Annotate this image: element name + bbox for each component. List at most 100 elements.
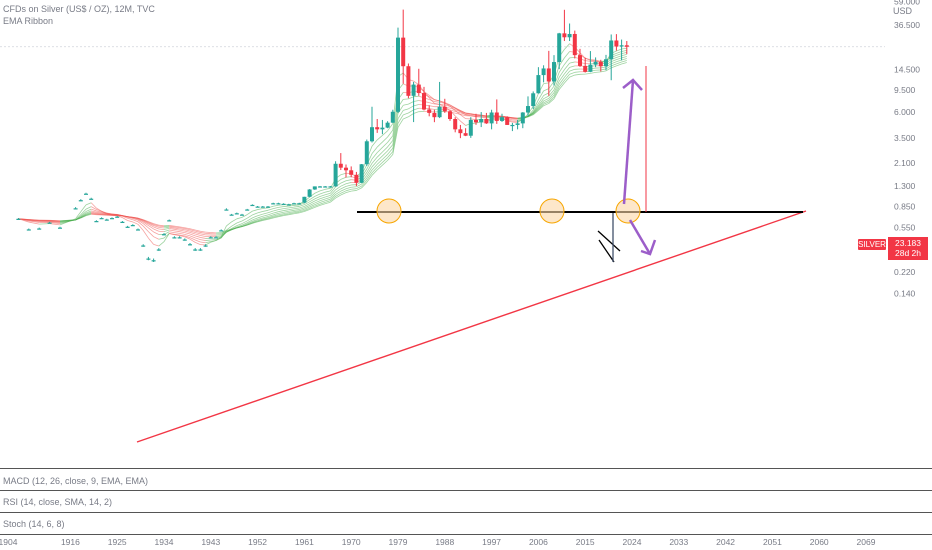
- ema-ribbon-line: [184, 236, 191, 240]
- candle-body: [338, 163, 343, 168]
- ema-ribbon-line: [80, 212, 87, 218]
- rsi-pane-label[interactable]: RSI (14, close, SMA, 14, 2): [3, 497, 113, 507]
- ema-ribbon-line: [96, 212, 102, 214]
- ema-ribbon-line: [309, 206, 315, 210]
- candle-body: [266, 206, 270, 208]
- ema-ribbon-line: [413, 104, 419, 107]
- down-arrow: [628, 219, 652, 255]
- ema-ribbon-line: [267, 210, 274, 214]
- ema-ribbon-line: [371, 156, 378, 164]
- candle-body: [276, 203, 281, 205]
- candle: [416, 68, 421, 96]
- ema-ribbon-line: [314, 193, 321, 197]
- ema-ribbon-line: [122, 217, 128, 221]
- ema-ribbon-line: [330, 186, 336, 194]
- ema-ribbon-line: [205, 241, 211, 244]
- candle-body: [541, 68, 546, 76]
- ema-ribbon-line: [538, 104, 544, 110]
- ema-ribbon-line: [262, 209, 269, 212]
- top-circle: [539, 198, 565, 224]
- ema-ribbon-line: [153, 236, 159, 240]
- ema-ribbon-line: [309, 200, 315, 205]
- ema-ribbon-line: [200, 232, 206, 234]
- candle-body: [510, 124, 515, 127]
- candle-body: [598, 61, 603, 67]
- ema-ribbon-line: [403, 108, 409, 111]
- ema-ribbon-line: [252, 220, 258, 223]
- candle-body: [333, 163, 338, 187]
- ema-ribbon-line: [127, 216, 133, 219]
- ema-ribbon-line: [142, 223, 149, 229]
- ema-ribbon-line: [257, 213, 263, 217]
- ema-ribbon-line: [195, 229, 201, 232]
- macd-pane-label[interactable]: MACD (12, 26, close, 9, EMA, EMA): [3, 476, 149, 486]
- ema-ribbon-line: [548, 94, 555, 101]
- candle-body: [614, 40, 619, 47]
- ema-ribbon-line: [460, 112, 466, 115]
- ema-ribbon-line: [455, 112, 461, 115]
- candle: [130, 224, 135, 227]
- ema-ribbon-line: [174, 234, 180, 236]
- candle: [406, 63, 411, 99]
- ema-ribbon-line: [564, 43, 570, 50]
- candle-body: [375, 127, 380, 130]
- ema-ribbon-line: [267, 216, 274, 220]
- candle-body: [323, 186, 328, 188]
- ema-ribbon-line: [330, 197, 336, 203]
- x-tick-label: 2006: [529, 537, 548, 547]
- ema-ribbon-line: [387, 135, 394, 143]
- x-tick-label: 2042: [716, 537, 735, 547]
- ema-ribbon-line: [257, 217, 263, 220]
- ema-ribbon-line: [319, 188, 326, 192]
- ema-ribbon-line: [278, 208, 284, 211]
- candle-body: [281, 203, 286, 205]
- ema-ribbon-line: [309, 204, 315, 208]
- candle-body: [364, 141, 369, 165]
- candle-body: [89, 198, 94, 200]
- ema-ribbon-line: [158, 225, 165, 228]
- ema-ribbon-line: [439, 103, 445, 106]
- ema-ribbon-line: [200, 237, 206, 239]
- ema-ribbon-line: [85, 208, 92, 212]
- ema-ribbon-line: [413, 100, 419, 102]
- ema-ribbon-line: [345, 188, 352, 192]
- ema-ribbon-line: [413, 111, 419, 114]
- ema-ribbon-line: [319, 198, 326, 202]
- candle-body: [172, 237, 177, 239]
- x-tick-label: 1979: [389, 537, 408, 547]
- candle-body: [411, 84, 416, 96]
- ema-ribbon-line: [184, 228, 191, 231]
- candle: [557, 32, 562, 70]
- ema-ribbon-line: [169, 228, 175, 230]
- ema-ribbon-line: [429, 105, 435, 108]
- candle: [58, 226, 62, 229]
- ema-ribbon-line: [174, 230, 180, 233]
- candle: [136, 228, 140, 231]
- chart-title: CFDs on Silver (US$ / OZ), 12M, TVC: [3, 4, 155, 14]
- candle: [276, 202, 281, 205]
- stoch-pane-label[interactable]: Stoch (14, 6, 8): [3, 519, 65, 529]
- y-tick-label: 2.100: [894, 158, 916, 168]
- ema-ribbon-line: [543, 101, 549, 105]
- ema-ribbon-line: [325, 192, 331, 196]
- candle-body: [214, 237, 218, 239]
- ema-ribbon-line: [80, 208, 87, 215]
- ema-ribbon-line: [553, 84, 560, 96]
- ema-ribbon-line: [325, 187, 331, 190]
- candle-body: [572, 33, 577, 56]
- ema-ribbon-line: [600, 68, 607, 71]
- ema-ribbon-line: [158, 226, 165, 229]
- y-tick-label: 0.850: [894, 202, 916, 212]
- candle: [411, 81, 416, 123]
- y-tick-label: 1.300: [894, 181, 916, 191]
- candle-body: [406, 66, 411, 96]
- ema-ribbon-line: [189, 230, 196, 233]
- ema-ribbon-line: [189, 229, 196, 232]
- candle: [214, 236, 218, 239]
- ema-ribbon-line: [288, 211, 295, 214]
- ema-ribbon-line: [252, 215, 258, 219]
- ema-ribbon-line: [387, 144, 394, 152]
- ema-ribbon-line: [574, 73, 581, 76]
- y-tick-label: 6.000: [894, 107, 916, 117]
